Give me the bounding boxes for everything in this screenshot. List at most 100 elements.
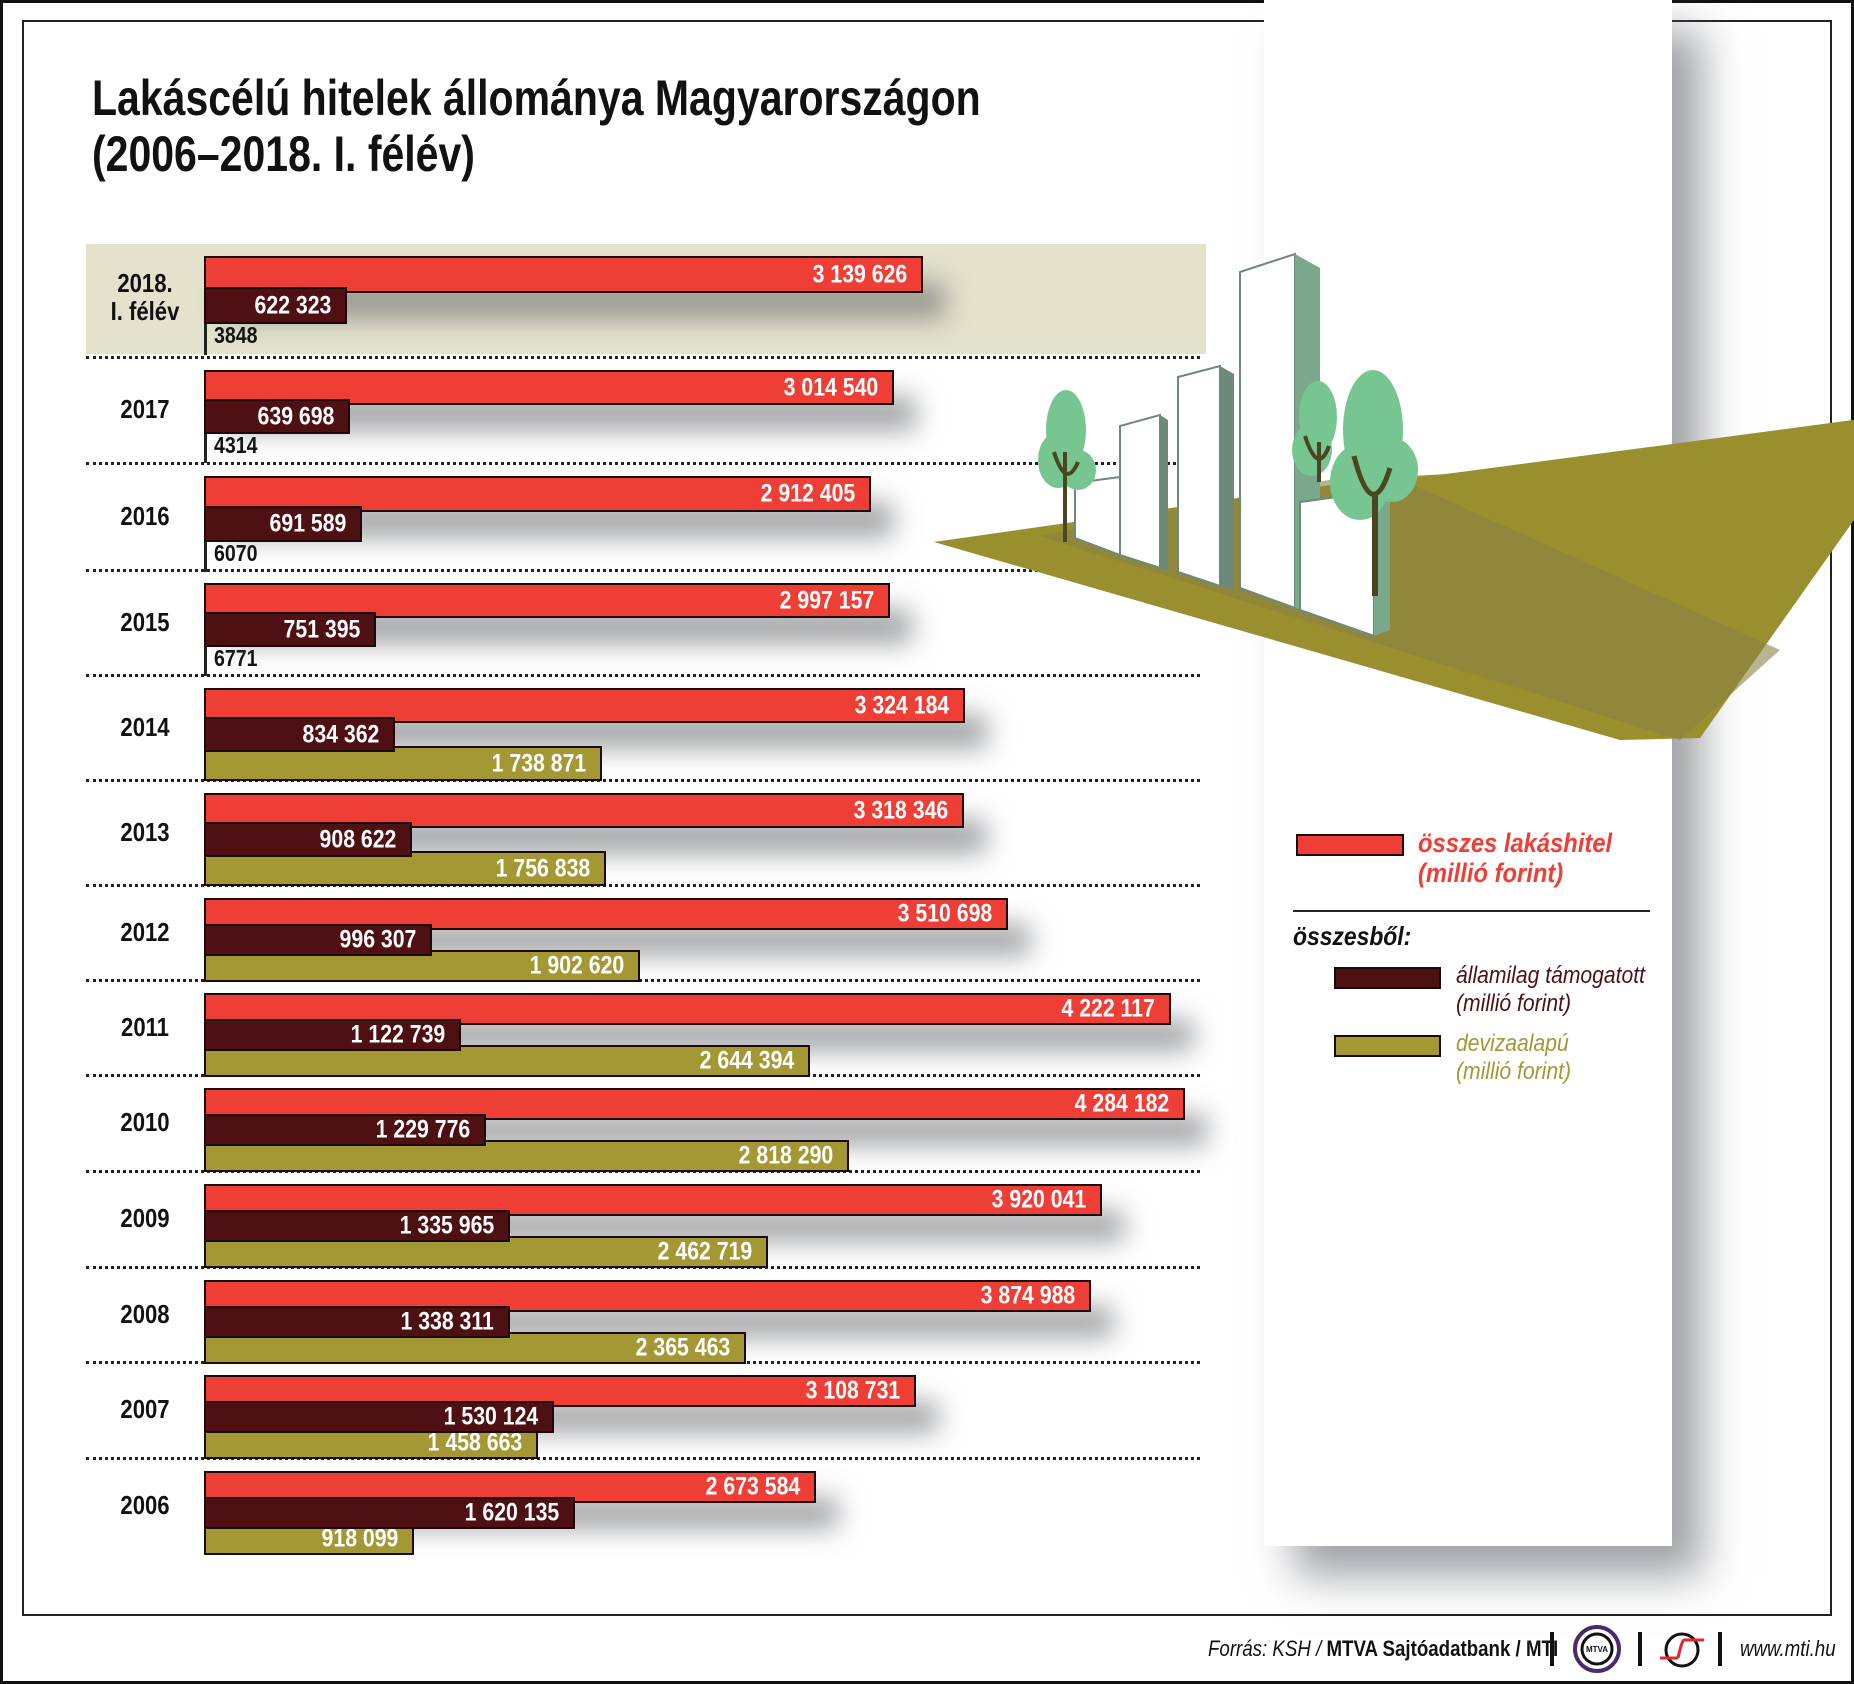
bar-value: 639 698 bbox=[257, 402, 334, 430]
bar-value: 1 229 776 bbox=[375, 1115, 470, 1144]
bar-state-supported: 1 530 124 bbox=[204, 1401, 554, 1433]
chart-frame bbox=[22, 20, 1832, 1616]
bar-value: 691 589 bbox=[269, 509, 346, 538]
bar-state-supported: 751 395 bbox=[204, 612, 376, 647]
bar-total: 3 139 626 bbox=[204, 256, 923, 293]
bar-value: 2 462 719 bbox=[657, 1237, 752, 1266]
bar-foreign-currency bbox=[204, 428, 207, 463]
bar-foreign-currency bbox=[204, 318, 207, 355]
chart-title: Lakáscélú hitelek állománya Magyarország… bbox=[92, 70, 981, 182]
mtva-logo-icon: MTVA bbox=[1573, 1625, 1621, 1673]
legend-label-fx: devizaalapú (millió forint) bbox=[1456, 1030, 1572, 1085]
mti-logo-icon bbox=[1660, 1632, 1704, 1668]
bar-value: 1 902 620 bbox=[529, 951, 624, 980]
bar-value: 908 622 bbox=[319, 825, 396, 853]
row-separator bbox=[86, 884, 1200, 887]
tree-icon bbox=[1038, 390, 1096, 542]
row-label: 2017 bbox=[120, 394, 170, 424]
bar-foreign-currency bbox=[204, 641, 207, 676]
row-label: 2014 bbox=[120, 711, 170, 742]
row-label: 2016 bbox=[120, 500, 170, 531]
bar-total: 3 318 346 bbox=[204, 793, 964, 828]
row-label: 2006 bbox=[120, 1490, 170, 1520]
illustration-panel bbox=[1264, 0, 1672, 1546]
bar-state-supported: 691 589 bbox=[204, 506, 362, 542]
row-label: 2013 bbox=[120, 816, 170, 847]
row-label: 2015 bbox=[120, 606, 170, 637]
row-separator bbox=[86, 979, 1200, 982]
bar-value: 3 108 731 bbox=[805, 1376, 900, 1405]
bar-value: 1 738 871 bbox=[491, 749, 586, 777]
bar-value: 1 338 311 bbox=[400, 1307, 494, 1336]
bar-state-supported: 1 620 135 bbox=[204, 1497, 575, 1529]
legend-of-which-label: összesből: bbox=[1293, 921, 1412, 951]
bar-value: 751 395 bbox=[283, 615, 360, 643]
bar-value: 622 323 bbox=[254, 291, 331, 319]
row-separator bbox=[86, 1457, 1200, 1460]
bar-value: 3 139 626 bbox=[812, 260, 907, 288]
bar-value: 3 920 041 bbox=[991, 1185, 1086, 1214]
bar-total: 4 222 117 bbox=[204, 993, 1171, 1025]
bar-value: 3 874 988 bbox=[980, 1281, 1075, 1310]
bar-total: 3 108 731 bbox=[204, 1375, 916, 1407]
source-prefix: Forrás: KSH / bbox=[1208, 1636, 1327, 1661]
legend-swatch-total bbox=[1296, 834, 1404, 856]
bar-value: 2 997 157 bbox=[779, 586, 874, 614]
footer-separator bbox=[1718, 1632, 1722, 1666]
title-line-2: (2006–2018. I. félév) bbox=[92, 126, 475, 182]
bar-value: 3 318 346 bbox=[853, 796, 948, 824]
row-separator bbox=[86, 462, 1200, 465]
source-agency: MTVA Sajtóadatbank / MTI bbox=[1326, 1636, 1559, 1661]
bar-value: 6771 bbox=[214, 645, 258, 671]
bar-value: 1 620 135 bbox=[464, 1498, 559, 1527]
bar-value: 834 362 bbox=[302, 720, 379, 748]
bar-value: 3848 bbox=[214, 322, 258, 348]
city-buildings-illustration bbox=[934, 252, 1854, 740]
bar-value: 2 644 394 bbox=[699, 1046, 794, 1075]
row-label: 2012 bbox=[120, 916, 170, 947]
bar-value: 6070 bbox=[214, 540, 258, 566]
bar-state-supported: 996 307 bbox=[204, 924, 432, 956]
bar-value: 918 099 bbox=[321, 1524, 398, 1553]
bar-state-supported: 908 622 bbox=[204, 822, 412, 857]
bar-value: 1 122 739 bbox=[350, 1020, 445, 1049]
tree-icon bbox=[1292, 381, 1337, 482]
mti-url[interactable]: www.mti.hu bbox=[1740, 1636, 1836, 1661]
row-separator bbox=[86, 356, 1200, 359]
bar-value: 3 510 698 bbox=[897, 899, 992, 928]
bar-value: 1 335 965 bbox=[399, 1211, 494, 1240]
title-line-1: Lakáscélú hitelek állománya Magyarország… bbox=[92, 70, 981, 126]
row-label: 2010 bbox=[120, 1107, 170, 1137]
footer-separator bbox=[1638, 1632, 1642, 1666]
bar-value: 1 458 663 bbox=[427, 1428, 522, 1457]
bar-value: 2 912 405 bbox=[760, 479, 855, 508]
building-icon bbox=[1074, 252, 1390, 638]
bar-value: 4 284 182 bbox=[1074, 1089, 1169, 1118]
bar-state-supported: 1 122 739 bbox=[204, 1019, 461, 1051]
svg-text:MTVA: MTVA bbox=[1586, 1645, 1608, 1654]
footer-separator bbox=[1550, 1632, 1554, 1666]
legend-label-total: összes lakáshitel (millió forint) bbox=[1418, 828, 1613, 888]
bar-value: 996 307 bbox=[339, 925, 416, 954]
legend-label-state: államilag támogatott (millió forint) bbox=[1456, 962, 1646, 1017]
row-label: 2009 bbox=[120, 1203, 170, 1233]
bar-foreign-currency: 2 818 290 bbox=[204, 1140, 849, 1172]
bar-state-supported: 1 229 776 bbox=[204, 1114, 486, 1146]
source-credit: Forrás: KSH / MTVA Sajtóadatbank / MTI bbox=[1208, 1636, 1558, 1662]
row-label: 2008 bbox=[120, 1298, 170, 1329]
row-label: 2018. I. félév bbox=[110, 268, 180, 326]
bar-state-supported: 622 323 bbox=[204, 287, 347, 324]
bar-state-supported: 639 698 bbox=[204, 399, 350, 434]
bar-total: 3 324 184 bbox=[204, 688, 965, 723]
bar-value: 4314 bbox=[214, 432, 258, 458]
row-separator bbox=[86, 779, 1200, 782]
legend-divider bbox=[1293, 910, 1650, 912]
bar-state-supported: 1 335 965 bbox=[204, 1210, 510, 1242]
bar-value: 2 365 463 bbox=[635, 1333, 730, 1362]
legend-swatch-fx bbox=[1334, 1035, 1441, 1057]
row-label: 2011 bbox=[121, 1011, 169, 1042]
row-separator bbox=[86, 674, 1200, 677]
bar-value: 1 530 124 bbox=[443, 1402, 538, 1431]
bar-value: 3 014 540 bbox=[783, 373, 878, 401]
